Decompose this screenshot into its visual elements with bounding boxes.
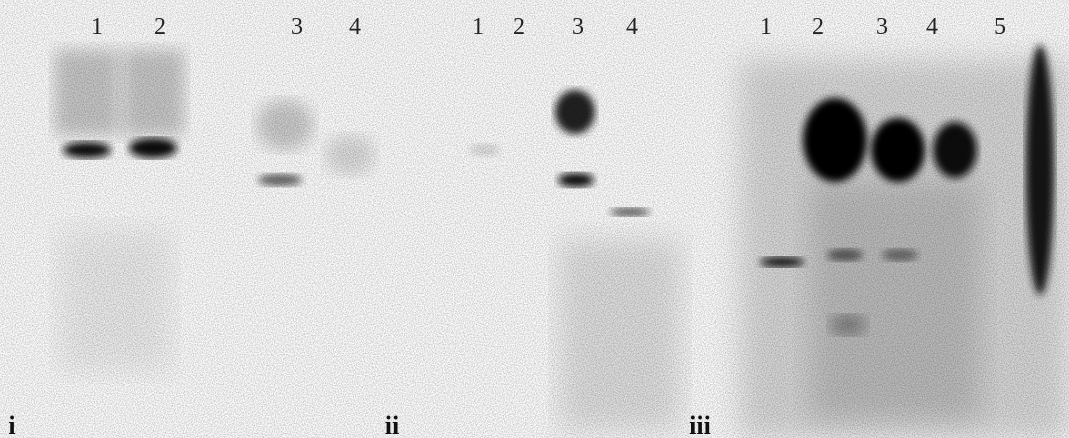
lane-label: 2	[812, 14, 824, 40]
labels: i 1 2 3 4 ii 1 2 3 4 iii 1 2 3 4 5	[8, 14, 1006, 438]
lane-label: 4	[626, 14, 638, 40]
panel-label: iii	[689, 411, 711, 438]
panel-label: ii	[385, 411, 399, 438]
lane-label: 3	[291, 14, 303, 40]
panel-label: i	[8, 411, 15, 438]
lane-label: 1	[472, 14, 484, 40]
lane-label: 1	[760, 14, 772, 40]
lane-label: 4	[349, 14, 361, 40]
lane-label: 5	[994, 14, 1006, 40]
lane-label: 3	[572, 14, 584, 40]
lane-label: 2	[513, 14, 525, 40]
lane-label: 2	[154, 14, 166, 40]
lane-label: 4	[926, 14, 938, 40]
lane-label: 3	[876, 14, 888, 40]
lane-label: 1	[91, 14, 103, 40]
